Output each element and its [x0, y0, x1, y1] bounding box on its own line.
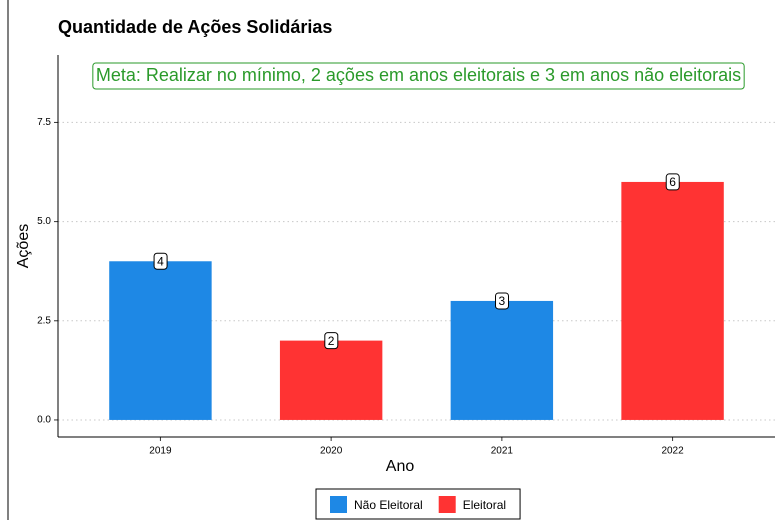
y-tick-label: 0.0	[37, 415, 51, 426]
legend-label: Não Eleitoral	[354, 498, 423, 512]
legend-swatch	[438, 496, 456, 513]
data-label: 2	[324, 332, 339, 350]
x-tick-label: 2020	[320, 446, 343, 457]
annotation-box	[92, 62, 745, 90]
y-tick-label: 2.5	[37, 315, 51, 326]
legend: Não Eleitoral Eleitoral	[315, 488, 521, 520]
x-tick-label: 2019	[149, 446, 172, 457]
y-axis-title: Ações	[15, 224, 32, 268]
data-label: 4	[153, 252, 168, 270]
x-tick-label: 2021	[491, 446, 514, 457]
data-label-box	[495, 292, 510, 310]
bar	[450, 300, 554, 420]
bar	[279, 340, 383, 420]
x-tick-label: 2022	[661, 446, 684, 457]
x-axis-title: Ano	[386, 458, 415, 475]
data-label-box	[665, 173, 680, 191]
data-label-text: 6	[669, 175, 676, 189]
data-label-text: 3	[499, 294, 506, 308]
bar	[109, 261, 212, 420]
legend-swatch	[330, 496, 347, 513]
y-tick-label: 5.0	[37, 216, 51, 227]
legend-label: Eleitoral	[463, 498, 506, 512]
chart-title: Quantidade de Ações Solidárias	[58, 17, 332, 37]
data-label-box	[153, 252, 168, 270]
data-label-box	[324, 332, 339, 350]
annotation-text: Meta: Realizar no mínimo, 2 ações em ano…	[96, 65, 741, 85]
annotation: Meta: Realizar no mínimo, 2 ações em ano…	[92, 62, 745, 90]
bar	[621, 181, 724, 420]
data-label: 3	[495, 292, 510, 310]
y-tick-label: 7.5	[37, 117, 51, 128]
legend-box	[315, 488, 521, 520]
data-label-text: 2	[328, 334, 335, 348]
data-label: 6	[665, 173, 680, 191]
data-label-text: 4	[157, 254, 164, 268]
